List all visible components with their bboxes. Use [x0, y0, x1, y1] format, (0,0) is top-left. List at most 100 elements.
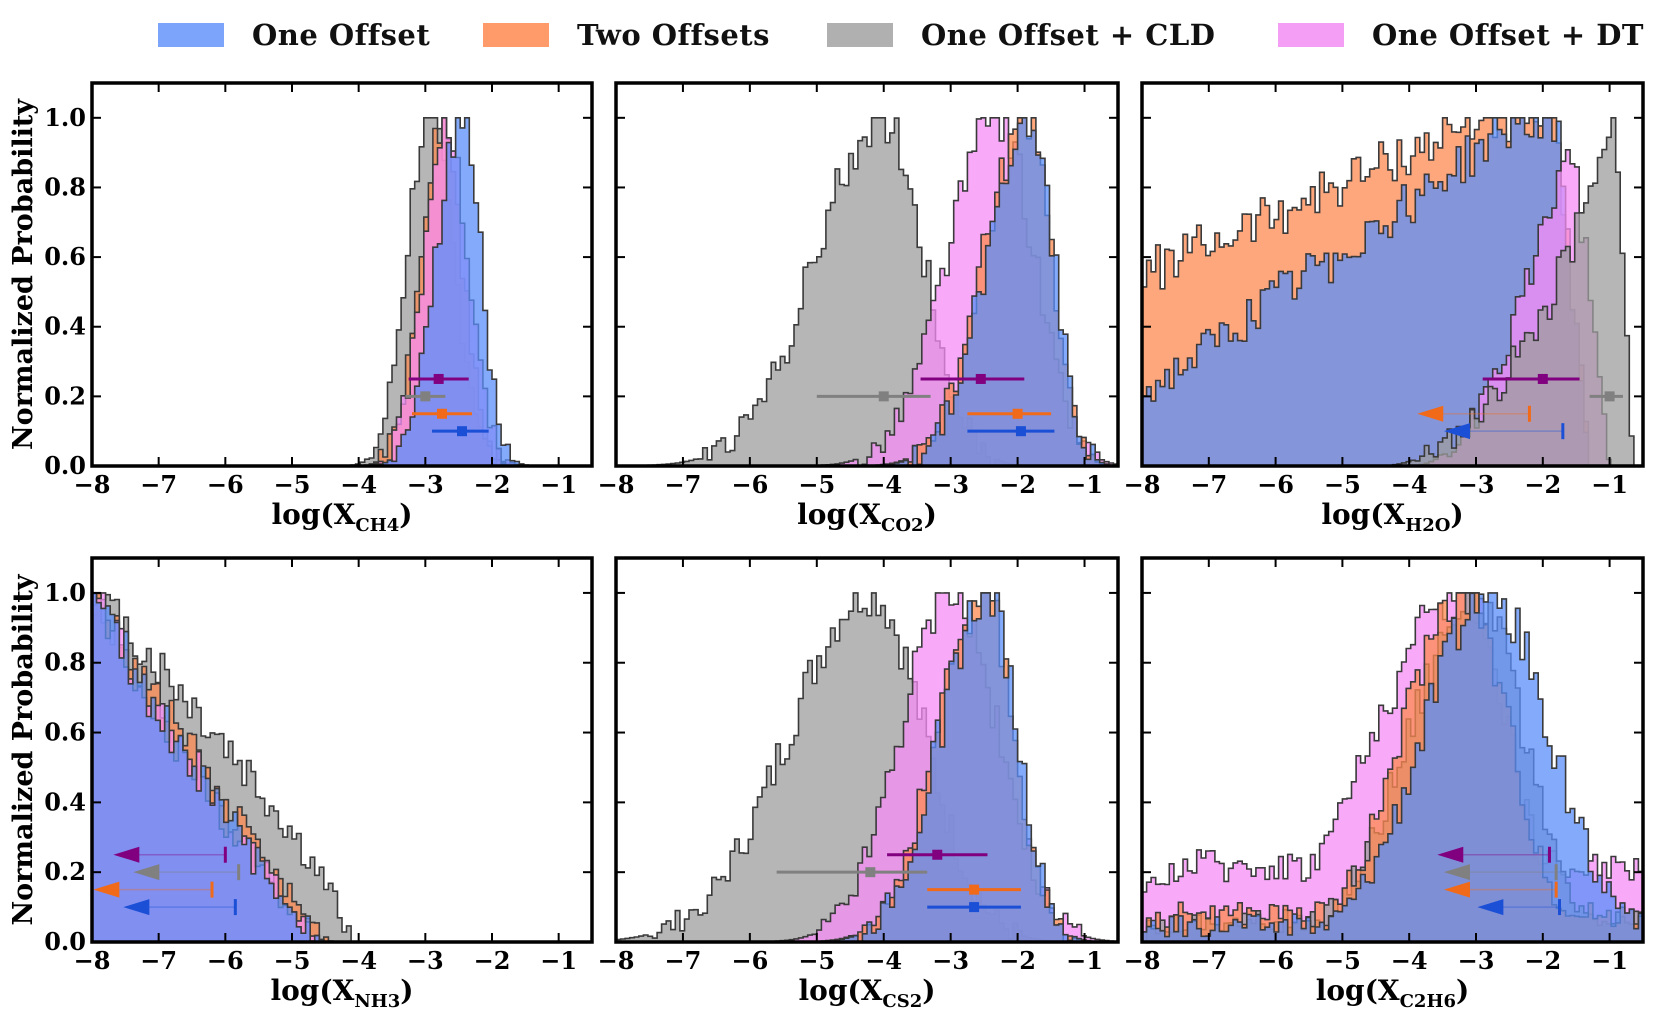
histogram-two_offsets	[92, 117, 592, 466]
x-tick-label: −4	[340, 470, 377, 499]
x-tick-label: −5	[274, 470, 311, 499]
legend: One Offset Two Offsets One Offset + CLD …	[0, 0, 1661, 70]
y-tick-label: 0.4	[44, 787, 86, 816]
upper-limit-arrow-two_offsets	[93, 881, 120, 898]
x-axis-label: log(XCH4)	[272, 498, 413, 536]
x-tick-label: −3	[932, 946, 969, 975]
median-marker-one_offset	[1015, 426, 1026, 437]
median-marker-dt	[433, 373, 444, 384]
x-tick-label: −8	[74, 470, 111, 499]
chart-panel: −8 −7 −6 −5 −4 −3 −2 −1 log(XH2O)	[1124, 81, 1645, 536]
legend-swatch-cld	[827, 23, 893, 47]
x-tick-label: −3	[407, 470, 444, 499]
y-tick-label: 0.6	[44, 242, 86, 271]
y-tick-label: 0.8	[44, 172, 86, 201]
x-axis-label: log(XCS2)	[799, 974, 936, 1012]
x-tick-label: −2	[999, 470, 1036, 499]
axes-frame	[90, 81, 594, 468]
upper-limit-arrow-one_offset	[123, 899, 150, 916]
x-tick-label: −5	[1324, 946, 1361, 975]
axes-frame	[90, 556, 594, 944]
x-tick-label: −1	[1591, 946, 1628, 975]
legend-item-two-offsets: Two Offsets	[483, 18, 771, 52]
histogram-cld	[92, 117, 592, 466]
y-tick-label: 0.6	[44, 718, 86, 747]
legend-label: Two Offsets	[577, 18, 771, 52]
plot-area	[1142, 592, 1643, 942]
axes-frame	[614, 556, 1120, 944]
legend-swatch-two-offsets	[483, 23, 549, 47]
x-tick-label: −7	[140, 946, 177, 975]
legend-swatch-one-offset	[158, 23, 224, 47]
plot-area	[616, 117, 1118, 466]
median-marker-cld	[878, 391, 889, 402]
histogram-one_offset	[92, 592, 592, 942]
plot-area	[92, 117, 592, 466]
x-tick-label: −1	[1591, 470, 1628, 499]
plot-area	[92, 592, 592, 942]
x-tick-label: −8	[1124, 470, 1161, 499]
median-marker-one_offset	[969, 902, 980, 913]
y-tick-label: 0.0	[44, 927, 86, 956]
chart-panel: −8 −7 −6 −5 −4 −3 −2 −1 log(XCO2)	[598, 81, 1120, 536]
x-tick-label: −5	[274, 946, 311, 975]
plot-area	[1142, 117, 1643, 466]
x-tick-label: −6	[1257, 946, 1294, 975]
median-marker-one_offset	[457, 426, 467, 437]
x-tick-label: −4	[1391, 470, 1428, 499]
x-tick-label: −8	[598, 946, 635, 975]
x-tick-label: −5	[1324, 470, 1361, 499]
upper-limit-arrow-two_offsets	[1443, 881, 1470, 898]
median-marker-two_offsets	[969, 884, 980, 895]
median-marker-cld	[1604, 391, 1615, 402]
x-tick-label: −4	[340, 946, 377, 975]
x-tick-label: −2	[1524, 946, 1561, 975]
x-axis-label: log(XCO2)	[797, 498, 937, 536]
histogram-dt	[92, 117, 592, 466]
x-tick-label: −5	[798, 946, 835, 975]
chart-panel: −8 −7 −6 −5 −4 −3 −2 −1 log(XC2H6)	[1124, 556, 1645, 1012]
x-tick-label: −3	[407, 946, 444, 975]
median-marker-dt	[1537, 373, 1548, 384]
y-tick-label: 1.0	[44, 103, 86, 132]
upper-limit-arrow-dt	[113, 846, 140, 863]
y-tick-label: 0.2	[44, 857, 86, 886]
x-tick-label: −6	[731, 946, 768, 975]
upper-limit-arrow-cld	[1443, 864, 1470, 881]
legend-label: One Offset + DT	[1372, 18, 1644, 52]
x-tick-label: −7	[665, 470, 702, 499]
median-marker-cld	[420, 391, 431, 402]
y-tick-label: 1.0	[44, 578, 86, 607]
x-tick-label: −2	[474, 470, 511, 499]
x-tick-label: −4	[1391, 946, 1428, 975]
axes-frame	[614, 81, 1120, 468]
median-marker-two_offsets	[437, 408, 447, 419]
upper-limit-arrow-cld	[133, 864, 160, 881]
x-tick-label: −6	[731, 470, 768, 499]
y-tick-label: 0.4	[44, 312, 86, 341]
x-tick-label: −8	[74, 946, 111, 975]
x-tick-label: −7	[665, 946, 702, 975]
axes-frame	[1140, 81, 1645, 468]
upper-limit-arrow-one_offset	[1443, 423, 1470, 440]
x-tick-label: −5	[798, 470, 835, 499]
upper-limit-arrow-two_offsets	[1417, 405, 1444, 422]
y-tick-label: 0.2	[44, 381, 86, 410]
x-tick-label: −4	[865, 946, 902, 975]
x-tick-label: −2	[999, 946, 1036, 975]
x-tick-label: −6	[1257, 470, 1294, 499]
y-tick-label: 0.0	[44, 451, 86, 480]
legend-swatch-dt	[1278, 23, 1344, 47]
x-tick-label: −1	[1066, 470, 1103, 499]
chart-panel: −8 −7 −6 −5 −4 −3 −2 −1 0.0 0.2 0.4 0.6 0.8 1.0 log(XC…	[8, 81, 594, 536]
median-marker-cld	[865, 867, 876, 878]
x-tick-label: −8	[598, 470, 635, 499]
x-tick-label: −3	[932, 470, 969, 499]
x-axis-label: log(XNH3)	[270, 974, 413, 1012]
x-axis-label: log(XC2H6)	[1316, 974, 1470, 1012]
legend-label: One Offset + CLD	[921, 18, 1216, 52]
upper-limit-arrow-one_offset	[1477, 899, 1504, 916]
legend-item-dt: One Offset + DT	[1278, 18, 1644, 52]
histogram-one_offset	[92, 117, 592, 466]
x-tick-label: −7	[1190, 470, 1227, 499]
